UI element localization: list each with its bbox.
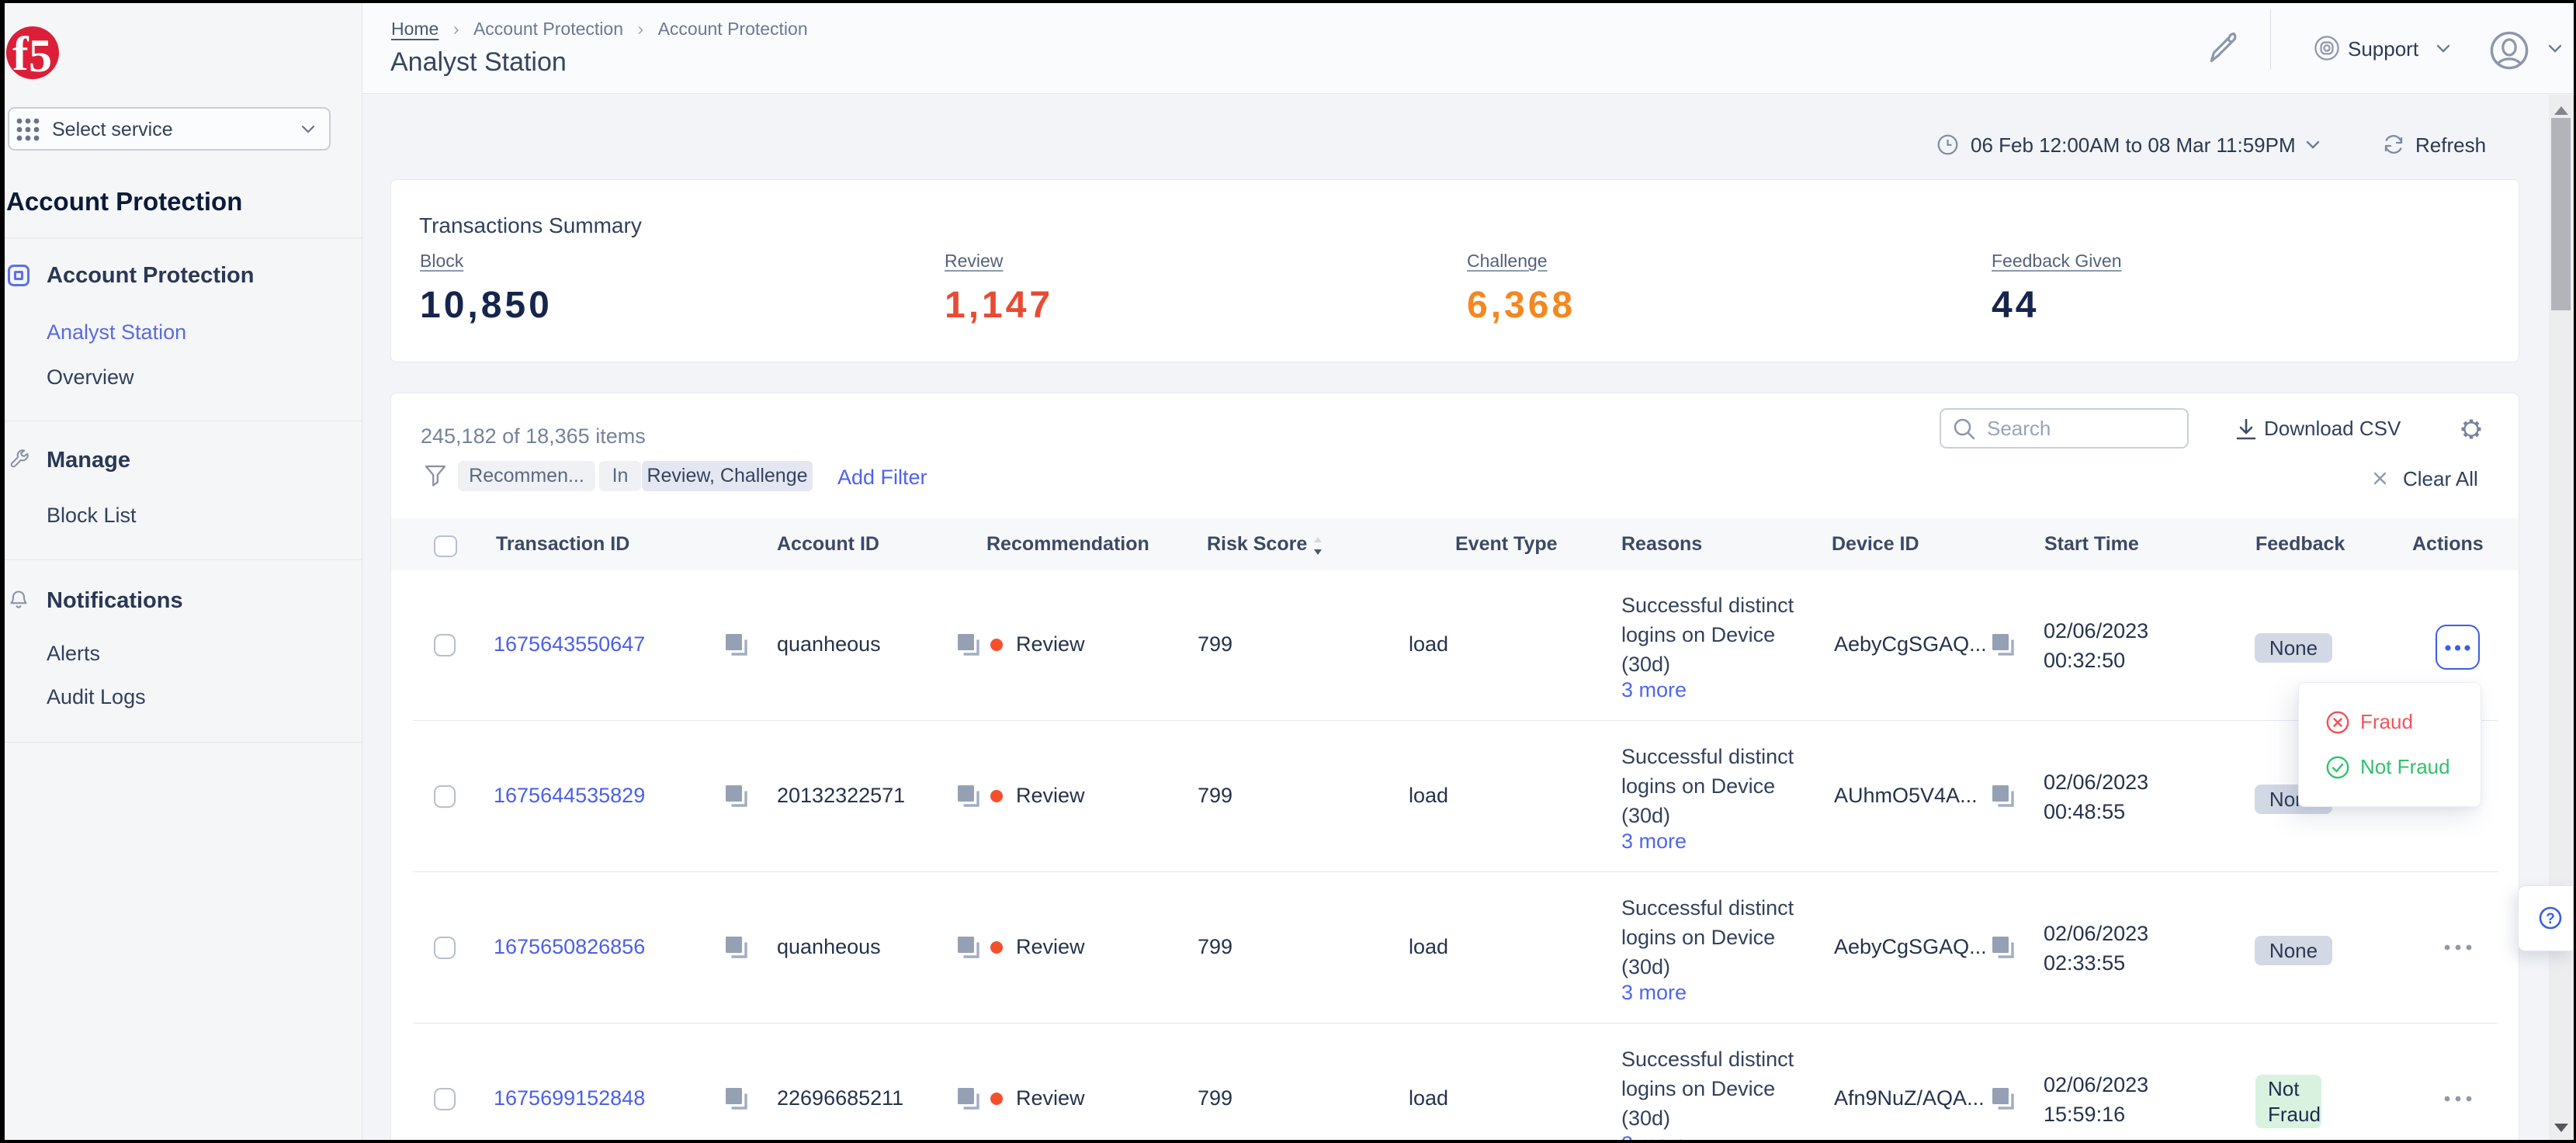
svg-text:?: ?	[2546, 911, 2555, 927]
svg-text:f: f	[12, 28, 29, 79]
svg-text:5: 5	[29, 30, 52, 79]
